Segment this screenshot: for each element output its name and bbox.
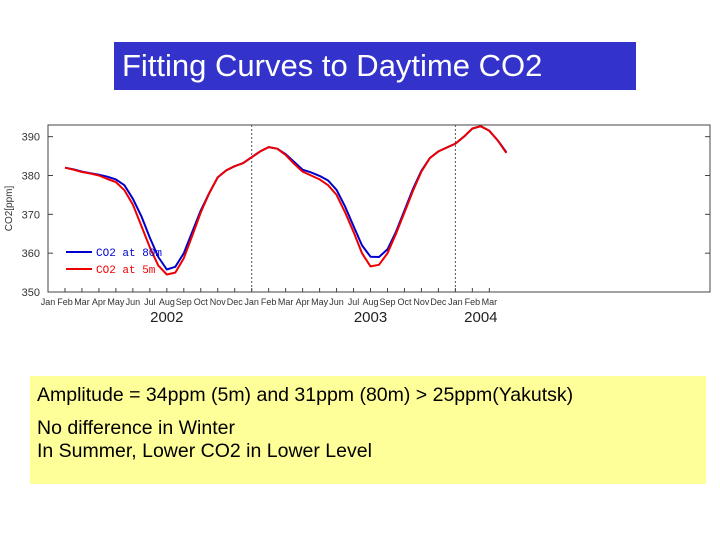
x-tick-label: Apr: [296, 297, 310, 307]
x-tick-label: Mar: [482, 297, 498, 307]
y-tick-label: 370: [22, 209, 40, 221]
x-tick-label: Feb: [57, 297, 73, 307]
x-tick-label: Jul: [144, 297, 156, 307]
x-tick-label: Sep: [379, 297, 395, 307]
x-tick-label: Nov: [413, 297, 430, 307]
x-tick-label: Jul: [348, 297, 360, 307]
plot-frame: [47, 124, 711, 293]
series-line-co2-5m: [64, 125, 508, 276]
y-tick-label: 350: [22, 287, 40, 299]
x-tick-label: Nov: [210, 297, 227, 307]
x-tick-label: Aug: [363, 297, 379, 307]
x-tick-label: Mar: [278, 297, 294, 307]
notes-box: Amplitude = 34ppm (5m) and 31ppm (80m) >…: [30, 376, 706, 484]
x-tick-label: Oct: [397, 297, 412, 307]
year-label: 2004: [464, 309, 497, 326]
note-amplitude: Amplitude = 34ppm (5m) and 31ppm (80m) >…: [37, 384, 574, 406]
x-tick-label: Jun: [329, 297, 344, 307]
x-tick-label: Sep: [176, 297, 192, 307]
legend-label: CO2 at 5m: [96, 265, 156, 277]
x-tick-label: Feb: [261, 297, 277, 307]
y-axis-label: CO2[ppm]: [4, 185, 15, 231]
y-tick-label: 380: [22, 170, 40, 182]
x-tick-label: May: [107, 297, 125, 307]
year-label: 2002: [150, 309, 183, 326]
x-tick-label: Jan: [244, 297, 259, 307]
year-label: 2003: [354, 309, 387, 326]
x-tick-label: Dec: [430, 297, 447, 307]
x-tick-label: Aug: [159, 297, 175, 307]
y-tick-label: 360: [22, 248, 40, 260]
slide-title: Fitting Curves to Daytime CO2: [122, 48, 543, 83]
x-tick-label: Oct: [194, 297, 209, 307]
x-tick-label: Jan: [41, 297, 56, 307]
y-tick-label: 390: [22, 132, 40, 144]
x-tick-label: May: [311, 297, 329, 307]
x-tick-label: Jun: [126, 297, 141, 307]
slide-title-box: Fitting Curves to Daytime CO2: [114, 42, 636, 90]
legend-label: CO2 at 80m: [96, 248, 162, 260]
note-winter: No difference in Winter: [37, 417, 235, 439]
x-tick-label: Mar: [74, 297, 90, 307]
x-tick-label: Jan: [448, 297, 463, 307]
x-tick-label: Dec: [227, 297, 244, 307]
x-tick-label: Apr: [92, 297, 106, 307]
note-summer: In Summer, Lower CO2 in Lower Level: [37, 440, 372, 462]
x-tick-label: Feb: [465, 297, 481, 307]
